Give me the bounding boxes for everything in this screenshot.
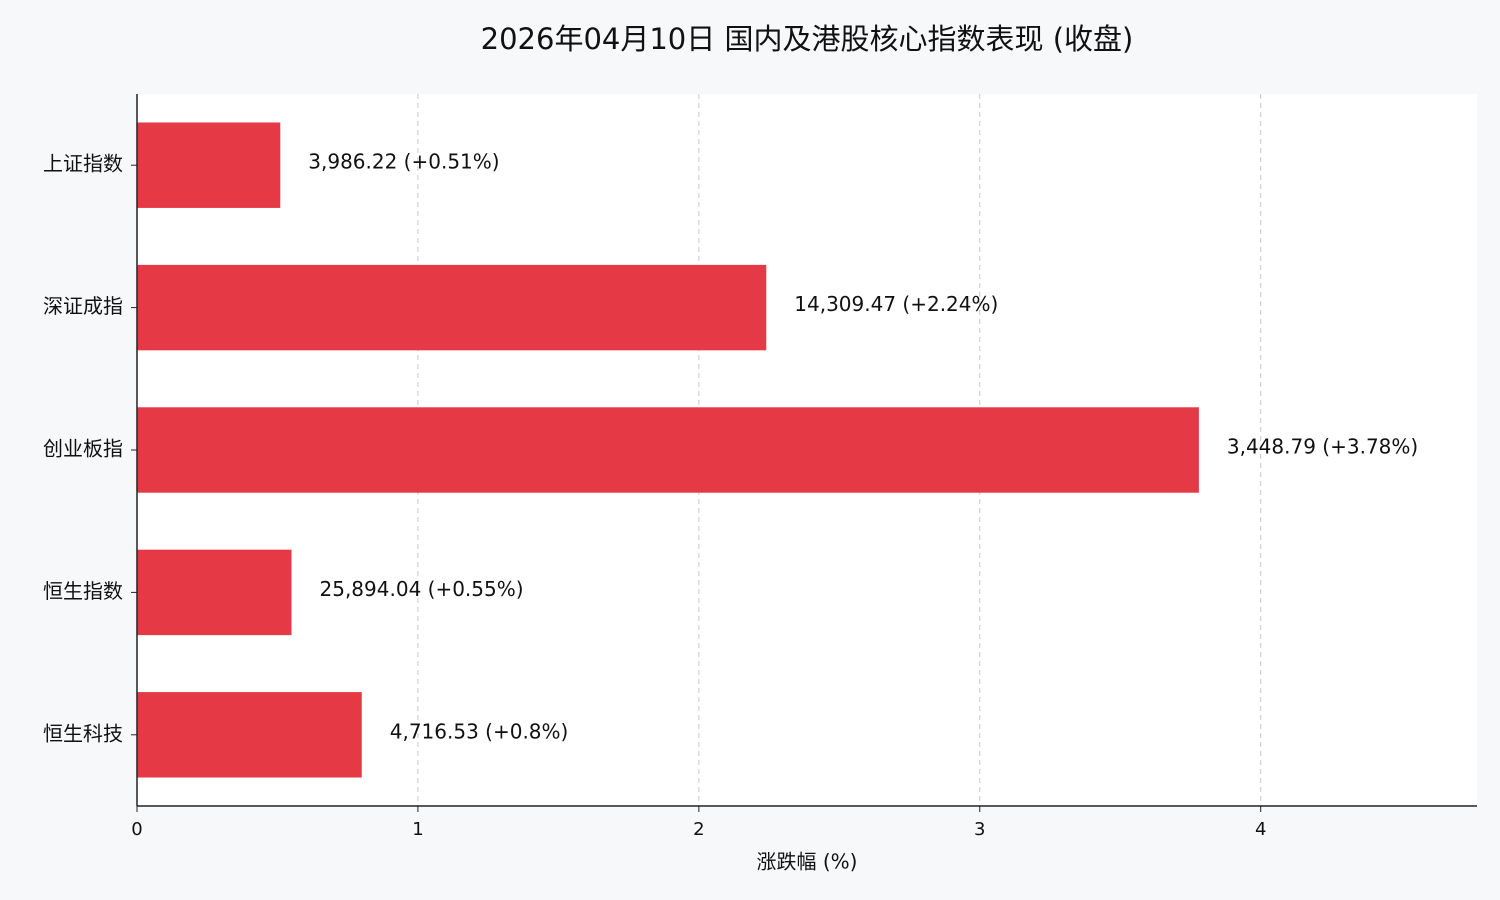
value-label: 3,448.79 (+3.78%) bbox=[1227, 435, 1418, 459]
x-tick-label: 2 bbox=[693, 819, 704, 840]
bar bbox=[137, 122, 281, 208]
y-tick-label: 上证指数 bbox=[43, 152, 123, 176]
x-tick-label: 3 bbox=[974, 819, 985, 840]
y-tick-label: 恒生科技 bbox=[43, 721, 123, 745]
x-tick-label: 1 bbox=[412, 819, 423, 840]
value-label: 14,309.47 (+2.24%) bbox=[794, 292, 998, 316]
x-tick-label: 0 bbox=[131, 819, 142, 840]
x-tick-label: 4 bbox=[1255, 819, 1266, 840]
value-label: 25,894.04 (+0.55%) bbox=[320, 577, 524, 601]
y-tick-label: 深证成指 bbox=[43, 294, 123, 318]
bar bbox=[137, 692, 362, 778]
bar bbox=[137, 407, 1199, 493]
value-label: 3,986.22 (+0.51%) bbox=[308, 150, 499, 174]
bar bbox=[137, 549, 292, 636]
bar bbox=[137, 264, 767, 351]
y-tick-label: 创业板指 bbox=[43, 437, 123, 461]
x-axis-label: 涨跌幅 (%) bbox=[757, 850, 858, 874]
value-label: 4,716.53 (+0.8%) bbox=[390, 719, 569, 743]
chart-title: 2026年04月10日 国内及港股核心指数表现 (收盘) bbox=[481, 22, 1134, 56]
y-tick-label: 恒生指数 bbox=[43, 579, 123, 603]
